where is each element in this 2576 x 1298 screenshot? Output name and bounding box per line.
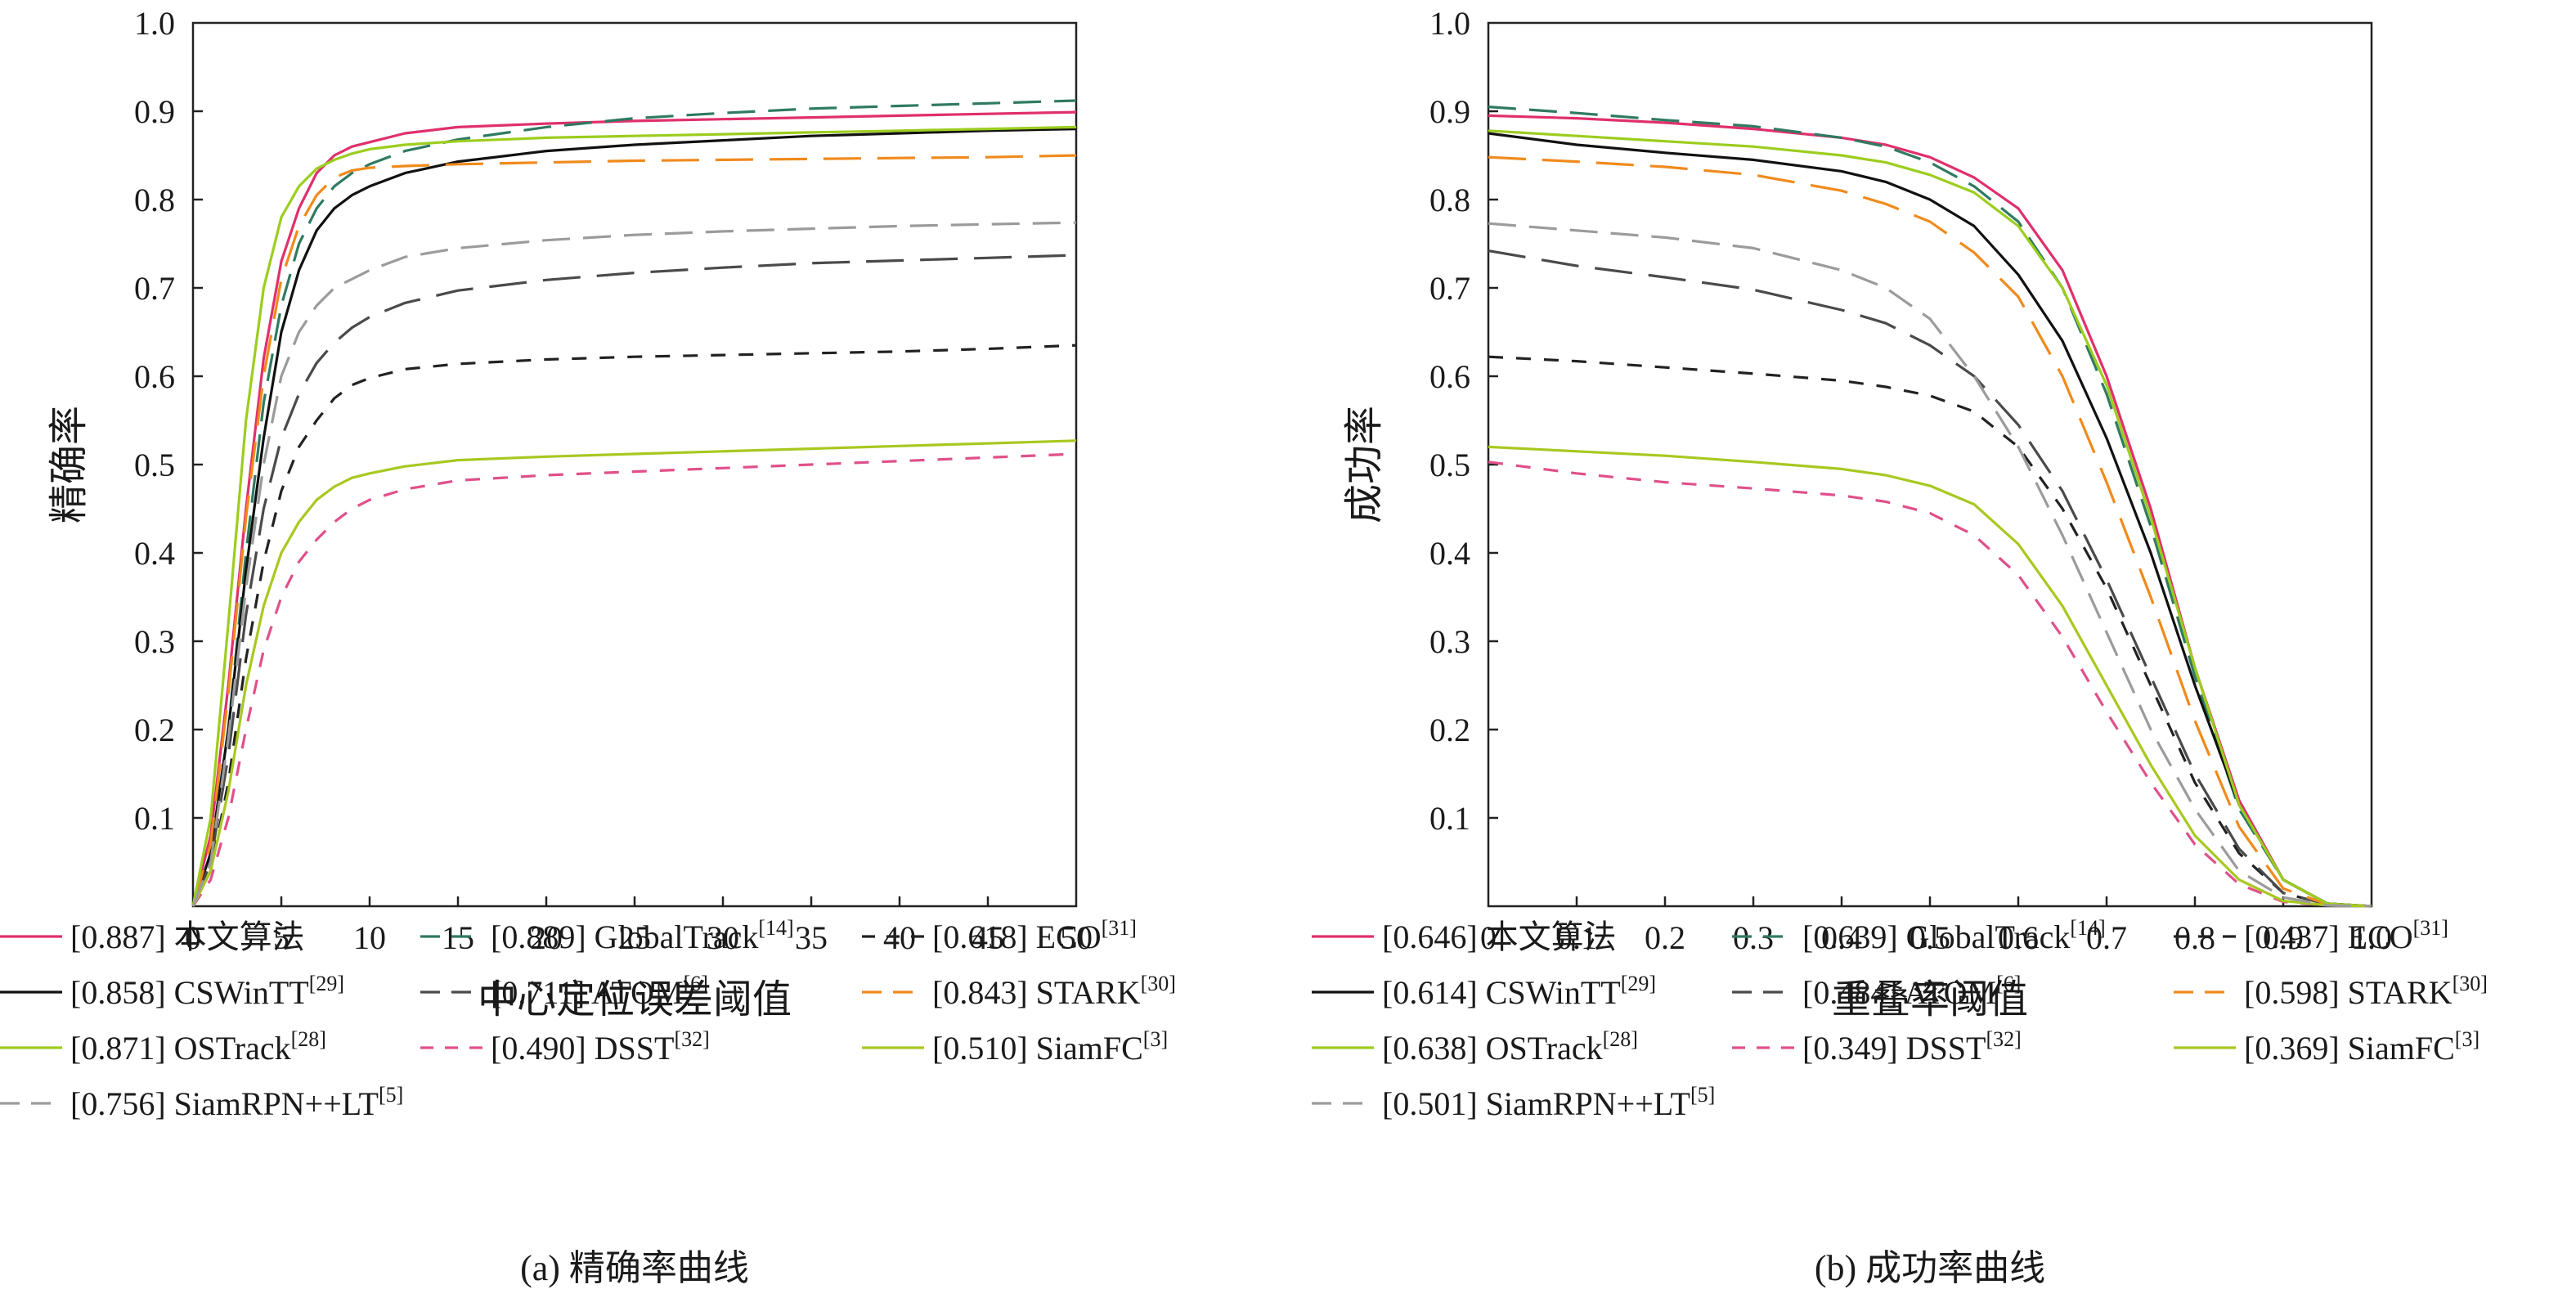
- series-line-3: [191, 128, 1077, 907]
- legend-entry: [0.501] SiamRPN++LT[5]: [1382, 1083, 1715, 1122]
- legend-entry: [0.646] 本文算法: [1382, 918, 1617, 955]
- x-tick-label: 45: [972, 919, 1004, 956]
- y-tick-label: 0.5: [1429, 447, 1470, 483]
- plot-frame: [191, 21, 1078, 908]
- chart-panel-1: 0 0.1 0.2 0.3 0.4 0.5 0.6 0.7 0.8 0.9 1.00.10.20.3…: [1312, 5, 2488, 1288]
- x-tick-label: 0.1: [1556, 919, 1597, 956]
- x-tick-label: 0.5: [1910, 919, 1950, 956]
- series-line-4: [1488, 249, 2372, 908]
- legend-entry: [0.618] ECO[31]: [932, 916, 1137, 955]
- y-tick-label: 1.0: [134, 5, 175, 42]
- x-tick-label: 50: [1060, 919, 1093, 956]
- x-tick-label: 35: [795, 919, 828, 956]
- plot-frame: [1487, 21, 2373, 908]
- y-tick-label: 0.6: [134, 358, 175, 395]
- y-tick-label: 0.3: [1429, 623, 1470, 660]
- series-line-3: [1488, 132, 2372, 908]
- y-tick-label: 1.0: [1429, 5, 1470, 42]
- legend-entry: [0.756] SiamRPN++LT[5]: [70, 1083, 403, 1122]
- y-axis-label: 成功率: [1343, 406, 1386, 523]
- x-tick-label: 0.9: [2263, 919, 2304, 956]
- y-tick-label: 0.7: [134, 270, 175, 307]
- x-tick-label: 0: [185, 919, 201, 956]
- legend-entry: [0.711] ATOM[6]: [491, 972, 708, 1011]
- legend-entry: [0.858] CSWinTT[29]: [70, 972, 344, 1011]
- legend-entry: [0.484] ATOM[6]: [1802, 972, 2021, 1011]
- series-line-0: [191, 110, 1077, 907]
- y-tick-label: 0.9: [134, 93, 175, 130]
- legend-entry: [0.598] STARK[30]: [2244, 972, 2488, 1011]
- legend-entry: [0.490] DSST[32]: [491, 1027, 710, 1067]
- x-tick-label: 25: [618, 919, 651, 956]
- x-tick-label: 0.4: [1821, 919, 1862, 956]
- series-line-2: [1488, 355, 2372, 908]
- legend-entry: [0.889] GlobalTrack[14]: [491, 916, 794, 955]
- chart-panel-0: 0 5 10 15 20 25 30 35 40 45 500.10.20.30.40.50.60.…: [0, 5, 1176, 1288]
- series-line-1: [1488, 106, 2372, 908]
- y-tick-label: 0.2: [134, 712, 175, 748]
- series-line-9: [191, 221, 1077, 907]
- y-tick-label: 0.9: [1429, 93, 1470, 130]
- legend-entry: [0.369] SiamFC[3]: [2244, 1027, 2480, 1067]
- y-tick-label: 0.7: [1429, 270, 1470, 307]
- legend-entry: [0.639] GlobalTrack[14]: [1802, 916, 2106, 955]
- y-tick-label: 0.6: [1429, 358, 1470, 395]
- y-tick-label: 0.1: [134, 800, 175, 837]
- legend-entry: [0.614] CSWinTT[29]: [1382, 972, 1656, 1011]
- panel-caption: (b) 成功率曲线: [1815, 1248, 2045, 1288]
- legend-entry: [0.638] OSTrack[28]: [1382, 1027, 1638, 1067]
- x-tick-label: 1.0: [2351, 919, 2392, 956]
- series-line-8: [191, 439, 1077, 907]
- x-axis-label: 重叠率阈值: [1832, 978, 2028, 1022]
- x-tick-label: 0: [1480, 919, 1497, 956]
- y-tick-label: 0.2: [1429, 712, 1470, 748]
- x-tick-label: 0.2: [1645, 919, 1685, 956]
- series-line-9: [1488, 222, 2372, 908]
- series-line-1: [191, 99, 1077, 907]
- legend-entry: [0.871] OSTrack[28]: [70, 1027, 326, 1067]
- y-tick-label: 0.5: [134, 447, 175, 483]
- y-tick-label: 0.3: [134, 623, 175, 660]
- legend-entry: [0.437] ECO[31]: [2244, 916, 2448, 955]
- y-tick-label: 0.4: [134, 535, 175, 572]
- x-tick-label: 10: [353, 919, 386, 956]
- x-tick-label: 20: [530, 919, 563, 956]
- series-line-5: [191, 154, 1077, 907]
- legend-entry: [0.843] STARK[30]: [932, 972, 1176, 1011]
- y-tick-label: 0.8: [134, 182, 175, 218]
- x-tick-label: 30: [707, 919, 739, 956]
- legend-entry: [0.349] DSST[32]: [1802, 1027, 2022, 1067]
- y-tick-label: 0.8: [1429, 182, 1470, 218]
- series-line-5: [1488, 155, 2372, 908]
- legend-entry: [0.510] SiamFC[3]: [932, 1027, 1168, 1067]
- y-tick-label: 0.1: [1429, 800, 1470, 837]
- legend-entry: [0.887] 本文算法: [70, 918, 305, 955]
- y-axis-label: 精确率: [47, 406, 91, 523]
- x-tick-label: 0.7: [2086, 919, 2127, 956]
- y-tick-label: 0.4: [1429, 535, 1470, 572]
- series-line-7: [191, 452, 1077, 907]
- x-tick-label: 5: [273, 919, 289, 956]
- x-axis-label: 中心定位误差阈值: [478, 978, 792, 1022]
- series-line-0: [1488, 114, 2372, 908]
- x-tick-label: 0.6: [1998, 919, 2039, 956]
- series-line-8: [1488, 445, 2372, 908]
- series-line-2: [191, 344, 1077, 907]
- series-line-4: [191, 254, 1077, 907]
- series-line-6: [1488, 129, 2372, 908]
- panel-caption: (a) 精确率曲线: [520, 1248, 749, 1288]
- series-line-7: [1488, 460, 2372, 908]
- series-line-6: [191, 125, 1077, 907]
